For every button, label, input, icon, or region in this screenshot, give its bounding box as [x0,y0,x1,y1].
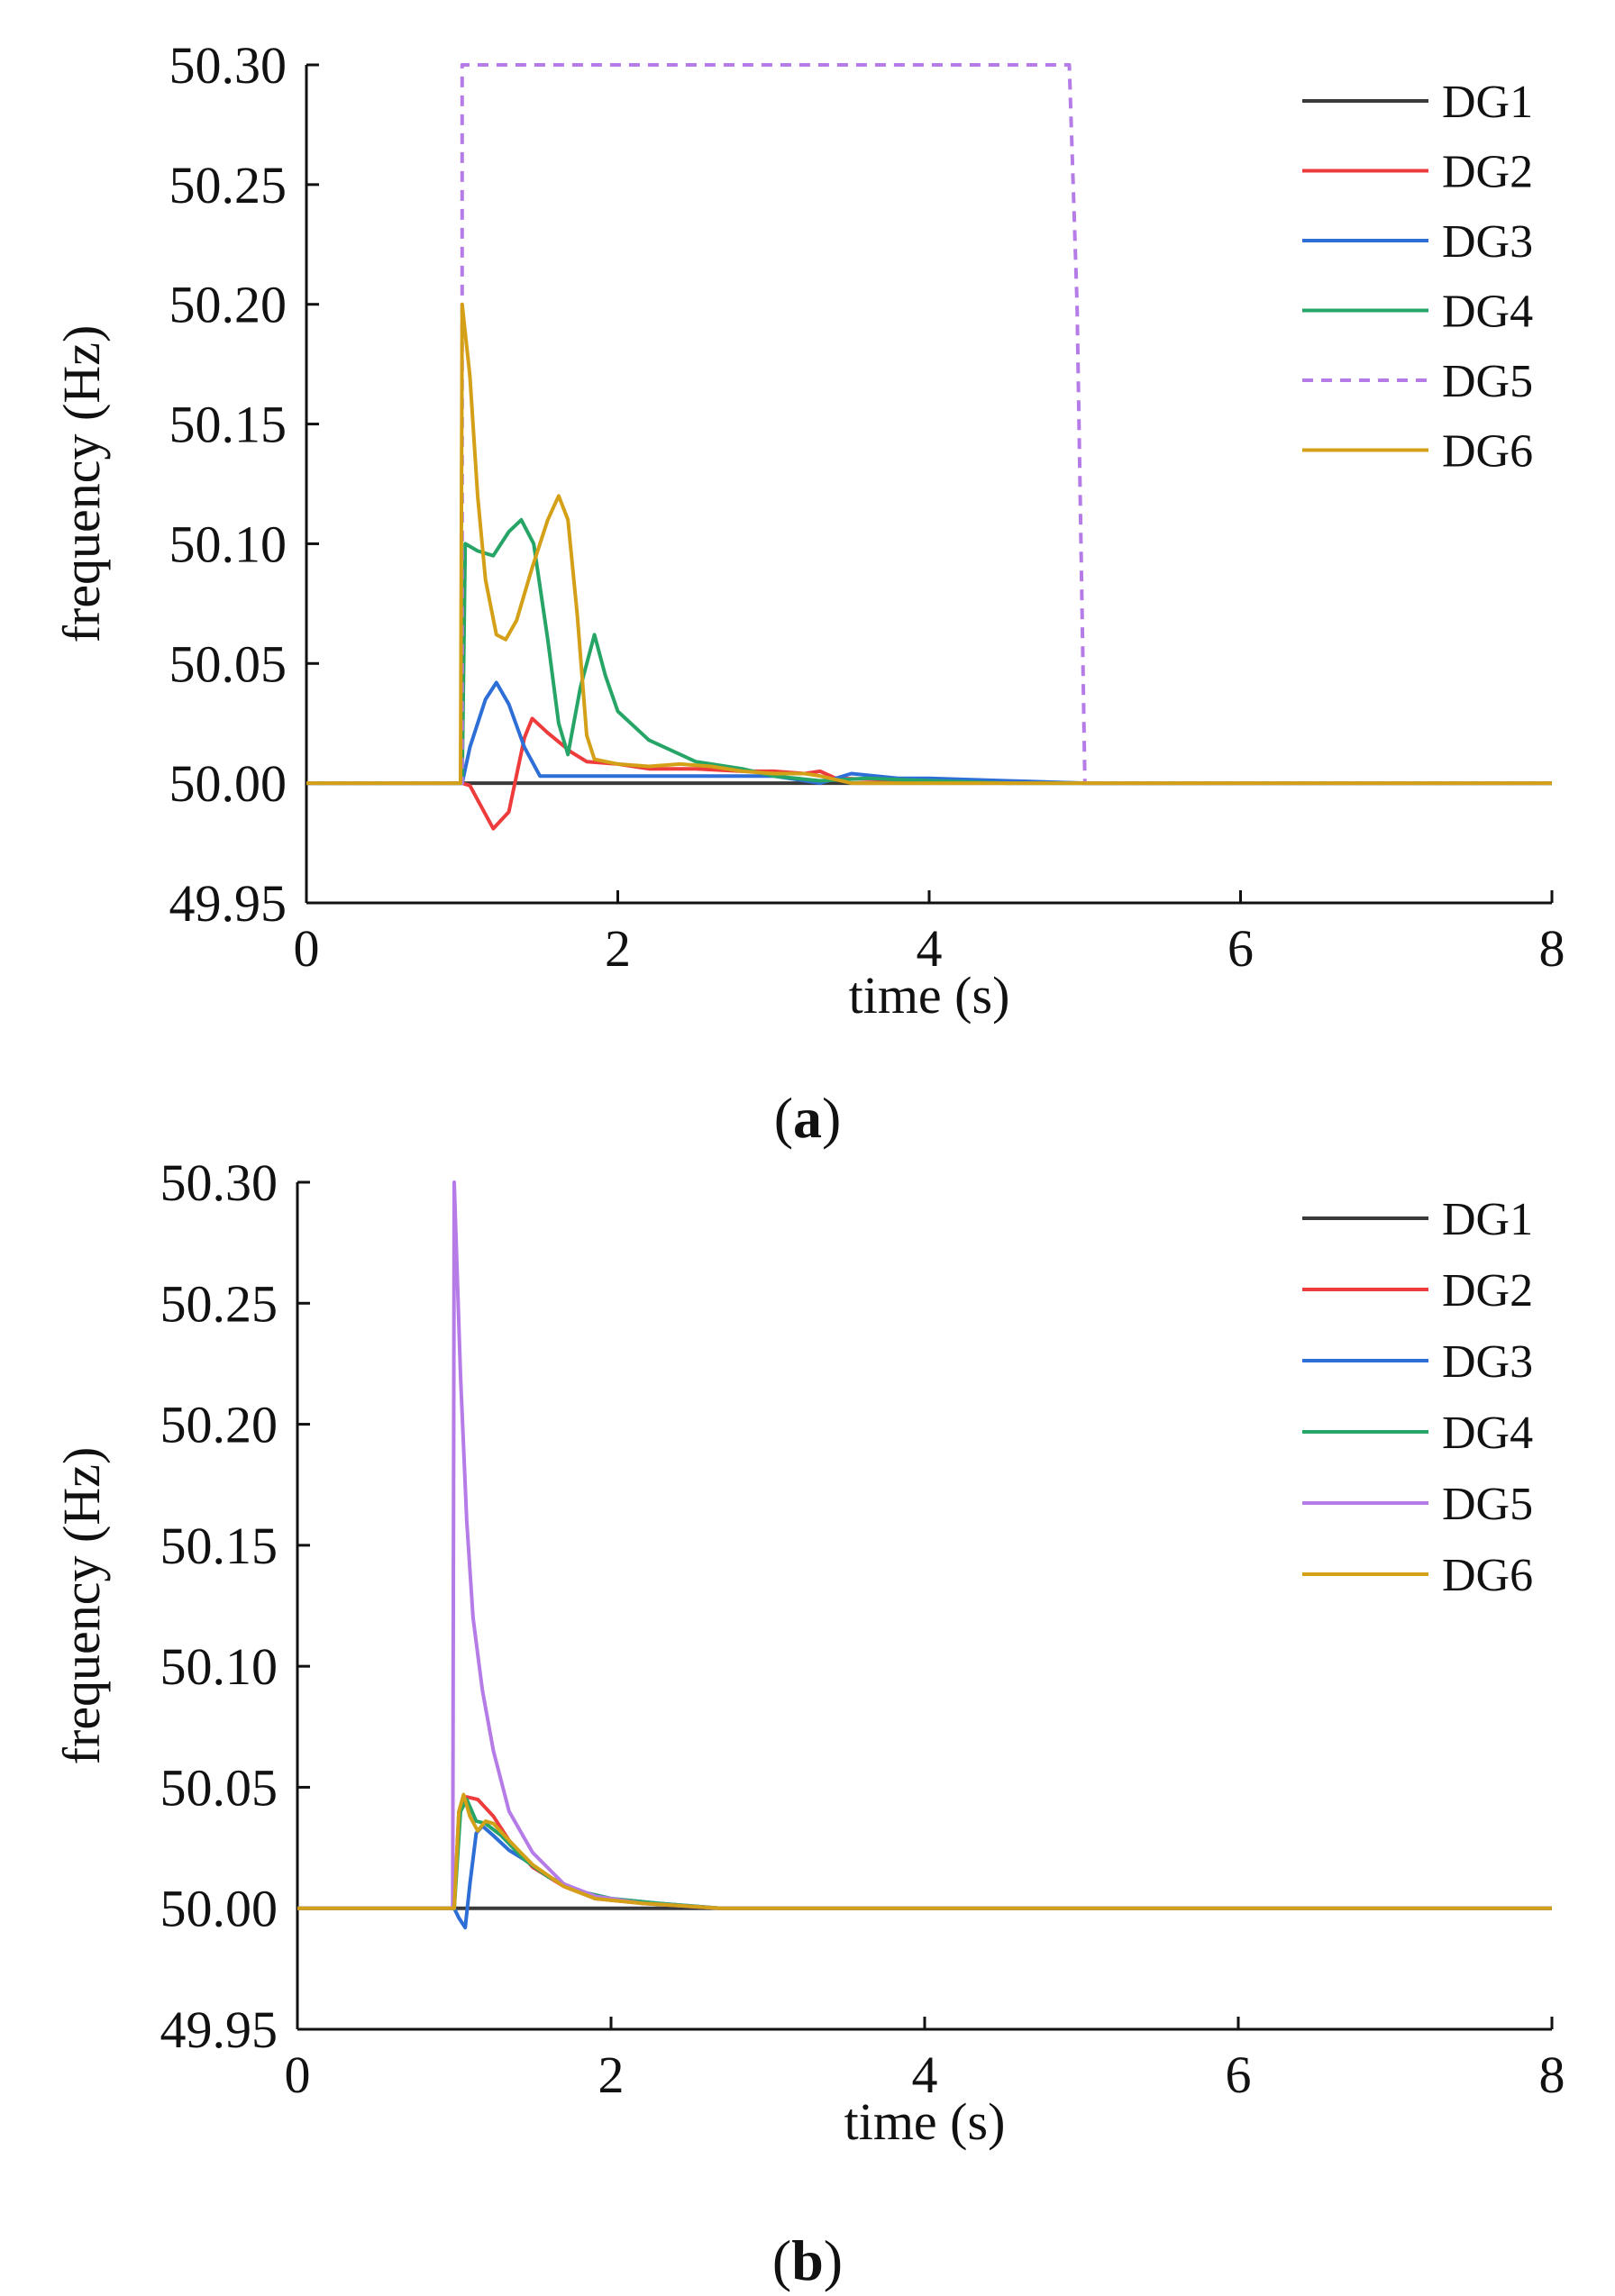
series-line-dg4 [306,517,1552,786]
x-tick-label: 8 [1539,919,1565,978]
legend-label: DG6 [1442,426,1533,478]
y-tick-label: 50.30 [160,1153,278,1212]
panel-label: a [793,1086,822,1150]
y-axis-label: frequency (Hz) [52,1447,111,1765]
x-tick-label: 2 [598,2045,625,2104]
legend-label: DG6 [1442,1550,1533,1601]
panel-caption: (b) [772,2228,843,2292]
x-tick-label: 6 [1226,2045,1252,2104]
legend-label: DG5 [1442,1479,1533,1530]
y-tick-label: 50.15 [169,396,287,454]
legend-label: DG1 [1442,1194,1533,1245]
panel-label: b [791,2228,824,2292]
x-tick-label: 0 [285,2045,311,2104]
x-tick-label: 4 [917,919,943,978]
y-tick-label: 50.05 [169,634,287,693]
y-tick-label: 50.00 [160,1880,278,1938]
y-tick-label: 49.95 [169,874,287,933]
x-tick-label: 8 [1539,2045,1565,2104]
y-tick-label: 50.20 [160,1396,278,1454]
series-line-dg6 [306,302,1552,786]
y-tick-label: 50.00 [169,754,287,813]
y-tick-label: 50.25 [160,1274,278,1333]
y-tick-label: 50.25 [169,156,287,214]
x-tick-label: 4 [912,2045,938,2104]
series-line-dg2 [306,716,1552,831]
y-tick-label: 50.15 [160,1517,278,1575]
y-tick-label: 50.30 [169,36,287,95]
x-axis-label: time (s) [844,2092,1006,2151]
legend-label: DG5 [1442,356,1533,407]
x-tick-label: 2 [605,919,631,978]
chart-panel-a: 49.95 50.00 50.05 50.10 50.15 50.20 50.25 50.30… [52,36,1565,1150]
legend-label: DG4 [1442,1408,1533,1459]
legend-label: DG3 [1442,1336,1533,1388]
x-tick-label: 6 [1227,919,1254,978]
legend-label: DG2 [1442,1265,1533,1317]
y-tick-label: 49.95 [160,2000,278,2059]
legend-label: DG3 [1442,216,1533,268]
y-tick-label: 50.10 [169,515,287,573]
series-line-dg6 [297,1792,1552,1910]
y-tick-label: 50.20 [169,276,287,334]
x-axis-label: time (s) [849,966,1010,1025]
chart-panel-b: 49.95 50.00 50.05 50.10 50.15 50.20 50.25 50.30… [52,1153,1565,2292]
legend-label: DG4 [1442,287,1533,338]
y-tick-label: 50.05 [160,1758,278,1817]
legend-label: DG1 [1442,77,1533,128]
panel-caption: (a) [774,1086,842,1150]
series-line-dg3 [306,680,1552,786]
x-tick-label: 0 [294,919,320,978]
y-tick-label: 50.10 [160,1637,278,1696]
y-axis-label: frequency (Hz) [52,325,111,643]
legend-label: DG2 [1442,147,1533,198]
